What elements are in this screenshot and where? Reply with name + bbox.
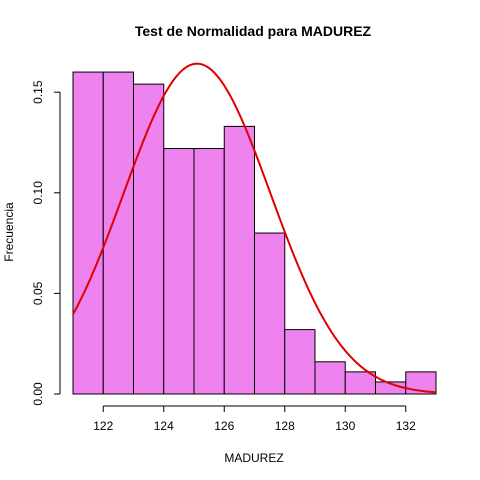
x-tick-label: 126 [214,419,234,433]
y-axis-label: Frecuencia [2,202,16,262]
x-axis: 122 124 126 128 130 132 [93,405,416,433]
histogram-bars [72,71,437,395]
histogram-bar [133,83,165,395]
histogram-bar [163,148,195,395]
x-axis-label: MADUREZ [224,451,283,465]
x-tick-label: 130 [335,419,355,433]
y-tick-label: 0.05 [31,281,45,305]
x-tick-label: 124 [154,419,174,433]
chart-title: Test de Normalidad para MADUREZ [135,23,372,39]
y-tick-label: 0.10 [31,181,45,205]
y-tick-label: 0.15 [31,80,45,104]
histogram-bar [102,71,134,395]
x-tick-label: 132 [396,419,416,433]
y-axis: 0.00 0.05 0.10 0.15 [31,80,61,406]
x-tick-label: 128 [275,419,295,433]
histogram-bar [254,232,286,395]
histogram-bar [344,371,376,395]
histogram-bar [72,71,104,395]
histogram-bar [284,329,316,395]
histogram-bar [193,148,225,395]
histogram-bar [405,371,437,395]
normal-density-curve [72,62,437,394]
y-tick-label: 0.00 [31,382,45,406]
histogram-bar [223,125,255,395]
x-tick-label: 122 [93,419,113,433]
histogram-bar [314,361,346,395]
